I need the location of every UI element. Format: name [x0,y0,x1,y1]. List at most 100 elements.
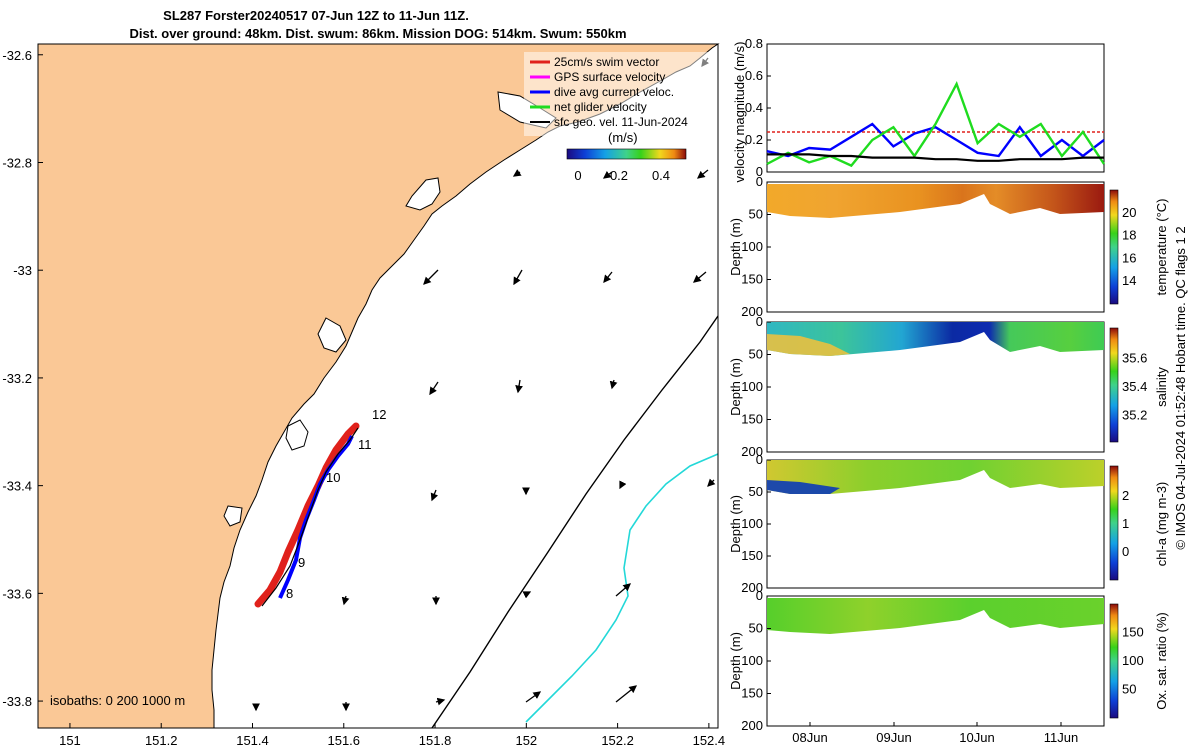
geo-arrow [602,170,613,179]
legend-label-swim: 25cm/s swim vector [554,55,659,69]
figure-title-line2: Dist. over ground: 48km. Dist. swum: 86k… [129,26,626,41]
velocity-y-tick-label: 0 [756,164,763,179]
geo-arrow [603,271,613,284]
speed-colorbar-tick: 0.2 [610,168,628,183]
depth-tick-label: 150 [741,686,763,701]
colorbar-tick-label: 2 [1122,488,1129,503]
track-label: 11 [358,437,372,452]
depth-tick-label: 0 [756,452,763,467]
map-lon-ticks: 151 151.2 151.4 151.6 151.8 152 152.2 152.4 [59,723,725,748]
time-tick-label: 08Jun [792,730,827,745]
geo-arrow [515,379,523,394]
lat-tick-label: -33.4 [2,479,32,494]
velocity-y-tick-label: 0.2 [745,132,763,147]
velocity-series [766,81,1106,168]
dive-avg-line [766,122,1105,158]
map-lat-ticks: -32.6 -32.8 -33 -33.2 -33.4 -33.6 -33.8 [2,48,43,709]
track-label: 10 [326,470,340,485]
track-label: 12 [372,407,386,422]
depth-tick-label: 200 [741,304,763,319]
velocity-y-tick-label: 0.6 [745,68,763,83]
time-tick-label: 09Jun [876,730,911,745]
depth-axis-label: Depth (m) [728,632,743,690]
colorbar-tick-label: 1 [1122,516,1129,531]
section-fill-salinity-deep [767,334,850,356]
map-lake [285,419,309,451]
geo-arrow [512,169,522,177]
geo-velocity-line [767,153,1104,162]
colorbar-tick-label: 16 [1122,250,1136,265]
velocity-y-ticks: 0 0.2 0.4 0.6 0.8 [745,36,771,179]
geo-arrow [522,591,532,599]
lon-tick-label: 151 [59,733,81,748]
section-fill-temperature [767,184,1104,218]
map-lake [405,177,441,211]
colorbar-unit: (m/s) [608,130,638,145]
depth-tick-label: 50 [749,347,763,362]
colorbar-label: Ox. sat. ratio (%) [1154,612,1169,710]
velocity-ylabel: velocity magnitude (m/s) [732,42,747,183]
footer-credit: © IMOS 04-Jul-2024 01:52:48 Hobart time.… [1173,226,1188,549]
legend-box [524,52,710,136]
colorbar-tick-label: 20 [1122,205,1136,220]
map-lake [223,505,243,527]
time-tick-label: 10Jun [959,730,994,745]
geo-arrow [615,685,638,703]
colorbar-tick-label: 0 [1122,544,1129,559]
speed-colorbar [566,148,687,160]
legend-label-geo: sfc geo. vel. 11-Jun-2024 [554,115,688,129]
depth-axis-label: Depth (m) [728,495,743,553]
colorbar-label: salinity [1154,367,1169,407]
section-fill-chla [767,460,1104,494]
colorbar-temperature [1109,189,1119,305]
glider-track-swim [254,422,360,608]
lon-tick-label: 152.2 [601,733,634,748]
colorbar-tick-label: 50 [1122,682,1136,697]
geo-arrow [693,271,707,283]
colorbar-tick-label: 150 [1122,625,1144,640]
lon-tick-label: 151.2 [145,733,178,748]
map-lake [317,317,347,353]
geo-arrow [696,169,709,179]
section-chla [766,459,1119,589]
lat-tick-label: -33.6 [2,586,32,601]
map-panel: 12 11 10 9 8 isobaths: 0 200 1000 m 25cm… [2,43,725,748]
track-label: 9 [298,555,305,570]
colorbar-salinity [1109,327,1119,443]
section-salinity [766,321,1119,453]
section-fill-salinity [767,322,1104,356]
geo-arrow [707,478,716,487]
map-isobath-1000 [525,453,719,723]
legend-label-dive: dive avg current veloc. [554,85,674,99]
geo-arrow [429,381,439,396]
depth-tick-label: 200 [741,718,763,733]
section-temperature [766,181,1119,313]
depth-tick-label: 50 [749,621,763,636]
section-oxygen [766,595,1119,727]
lat-tick-label: -32.8 [2,155,32,170]
speed-colorbar-tick: 0 [574,168,581,183]
depth-tick-label: 0 [756,314,763,329]
section-fill-oxygen [767,598,1104,634]
depth-tick-label: 100 [741,653,763,668]
legend-label-gps: GPS surface velocity [554,70,665,84]
colorbar-oxygen [1109,603,1119,719]
depth-axis-label: Depth (m) [728,358,743,416]
depth-tick-label: 100 [741,379,763,394]
colorbar-tick-label: 35.4 [1122,379,1147,394]
depth-tick-label: 100 [741,516,763,531]
lon-tick-label: 151.8 [419,733,452,748]
colorbar-tick-label: 18 [1122,228,1136,243]
depth-tick-label: 150 [741,272,763,287]
depth-tick-label: 50 [749,484,763,499]
depth-tick-label: 150 [741,412,763,427]
speed-colorbar-tick: 0.4 [652,168,670,183]
map-isobath-200 [431,315,719,729]
glider-track-geo [261,427,359,607]
track-day-labels: 12 11 10 9 8 [286,407,386,601]
section-fill-chla-deep [767,480,840,494]
geo-arrow [435,697,446,706]
lat-tick-label: -33.2 [2,371,32,386]
depth-axis-label: Depth (m) [728,218,743,276]
